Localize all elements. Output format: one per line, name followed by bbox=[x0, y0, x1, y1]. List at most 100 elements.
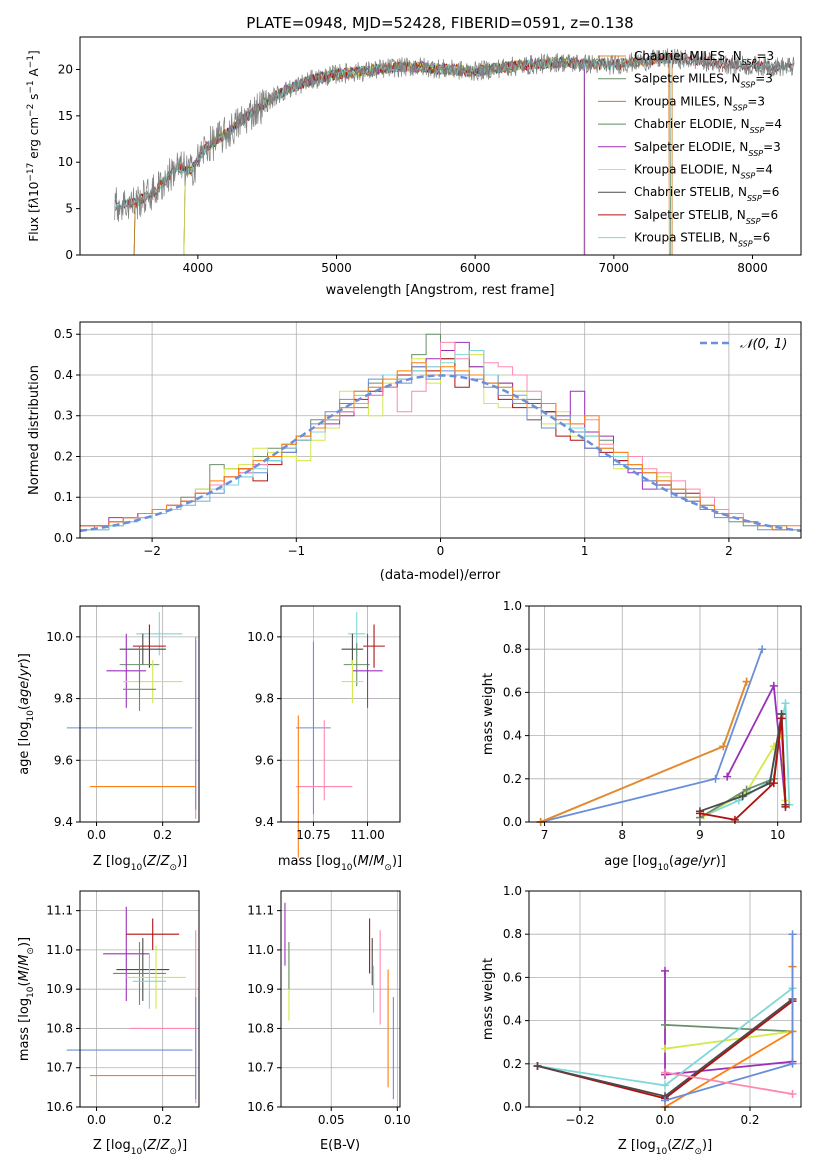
x-tick-label: 9 bbox=[696, 828, 704, 842]
weight-line bbox=[540, 681, 748, 823]
residuals-legend: 𝒩(0, 1) bbox=[700, 337, 787, 352]
y-tick-label: 10.0 bbox=[247, 630, 274, 644]
x-tick-label: 0.0 bbox=[655, 1113, 674, 1127]
y-tick-label: 5 bbox=[65, 202, 73, 216]
x-tick-label: 4000 bbox=[183, 261, 214, 275]
legend-label: Kroupa ELODIE, NSSP=4 bbox=[634, 163, 773, 181]
ageZ-ylabel: age [log10(age/yr)] bbox=[17, 653, 36, 775]
y-tick-label: 15 bbox=[58, 109, 73, 123]
weight-marker bbox=[719, 742, 728, 751]
y-tick-label: 0.3 bbox=[54, 409, 73, 423]
x-tick-label: 0.2 bbox=[153, 1113, 172, 1127]
spectrum-xlabel: wavelength [Angstrom, rest frame] bbox=[326, 283, 555, 298]
weight-marker bbox=[661, 966, 669, 975]
legend-label: Kroupa MILES, NSSP=3 bbox=[634, 94, 765, 112]
weight-marker bbox=[769, 779, 778, 788]
y-tick-label: 11.0 bbox=[46, 943, 73, 957]
x-tick-label: 8000 bbox=[737, 261, 768, 275]
weight-marker bbox=[742, 785, 751, 794]
x-tick-label: 0.0 bbox=[87, 828, 106, 842]
weight-marker bbox=[661, 1020, 669, 1029]
plot-frame bbox=[280, 890, 401, 1108]
y-tick-label: 0 bbox=[65, 248, 73, 262]
plot-frame bbox=[280, 605, 401, 823]
x-tick-label: 5000 bbox=[321, 261, 352, 275]
x-tick-label: 7000 bbox=[599, 261, 630, 275]
y-tick-label: 0.2 bbox=[54, 449, 73, 463]
y-tick-label: 20 bbox=[58, 62, 73, 76]
y-tick-label: 0.8 bbox=[503, 642, 522, 656]
y-tick-label: 0.4 bbox=[503, 1014, 522, 1028]
weight-marker bbox=[533, 1061, 542, 1070]
x-tick-label: 2 bbox=[725, 544, 733, 558]
weight-marker bbox=[711, 774, 720, 783]
massZ-xlabel: Z [log10(Z/Z⊙)] bbox=[93, 1138, 187, 1157]
y-tick-label: 10.7 bbox=[247, 1061, 274, 1075]
x-tick-label: 6000 bbox=[460, 261, 491, 275]
plot-frame bbox=[79, 36, 802, 256]
y-tick-label: 9.6 bbox=[255, 753, 274, 767]
y-tick-label: 0.4 bbox=[503, 729, 522, 743]
x-tick-label: 0.10 bbox=[384, 1113, 411, 1127]
spectrum-legend: Chabrier MILES, NSSP=3 Salpeter MILES, NS… bbox=[598, 49, 782, 248]
histogram-step bbox=[80, 362, 801, 531]
y-tick-label: 0.0 bbox=[54, 531, 73, 545]
wAge-ylabel: mass weight bbox=[481, 673, 496, 755]
wZ-ylabel: mass weight bbox=[481, 958, 496, 1040]
weight-marker bbox=[788, 930, 797, 939]
y-tick-label: 0.8 bbox=[503, 927, 522, 941]
model-spectrum-line bbox=[183, 56, 586, 256]
legend-label: Salpeter MILES, NSSP=3 bbox=[634, 72, 773, 90]
y-tick-label: 9.6 bbox=[54, 753, 73, 767]
weight-marker bbox=[742, 677, 751, 686]
y-tick-label: 0.1 bbox=[54, 490, 73, 504]
y-tick-label: 11.1 bbox=[247, 904, 274, 918]
legend-label: Chabrier MILES, NSSP=3 bbox=[634, 49, 774, 67]
spectrum-panel: 4000 5000 6000 7000 8000 0 5 10 15 20 wavelength … bbox=[26, 36, 802, 298]
weight-marker bbox=[781, 802, 790, 811]
weight-marker bbox=[738, 792, 747, 801]
weight-marker bbox=[758, 645, 767, 654]
ageZ-xlabel: Z [log10(Z/Z⊙)] bbox=[93, 854, 187, 873]
plot-frame bbox=[79, 605, 200, 823]
weight-marker bbox=[788, 1090, 797, 1099]
y-tick-label: 10.7 bbox=[46, 1061, 73, 1075]
weight-marker bbox=[661, 1081, 669, 1090]
x-tick-label: 8 bbox=[618, 828, 626, 842]
weight-line bbox=[664, 1030, 793, 1050]
x-tick-label: 10 bbox=[770, 828, 785, 842]
x-tick-label: 10.75 bbox=[296, 828, 330, 842]
residuals-panel: −2 −1 0 1 2 0.0 0.1 0.2 0.3 0.4 0.5 (data-model)/e… bbox=[27, 321, 802, 583]
weight-marker bbox=[777, 714, 786, 723]
y-tick-label: 10.9 bbox=[46, 982, 73, 996]
plot-frame bbox=[528, 605, 802, 823]
normal-curve bbox=[79, 374, 802, 533]
y-tick-label: 9.8 bbox=[54, 692, 73, 706]
massZ-ylabel: mass [log10(M/M⊙)] bbox=[17, 937, 36, 1061]
weight-marker bbox=[730, 815, 739, 824]
y-tick-label: 11.0 bbox=[247, 943, 274, 957]
y-tick-label: 10.9 bbox=[247, 982, 274, 996]
weight-marker bbox=[661, 1044, 669, 1053]
weight-marker bbox=[661, 1096, 669, 1105]
massE-xlabel: E(B-V) bbox=[320, 1138, 360, 1153]
model-spectrum-line bbox=[133, 52, 672, 256]
legend-label: Chabrier STELIB, NSSP=6 bbox=[634, 185, 779, 203]
legend-label: Salpeter STELIB, NSSP=6 bbox=[634, 208, 778, 226]
x-tick-label: 1 bbox=[581, 544, 589, 558]
y-tick-label: 10.6 bbox=[46, 1100, 73, 1114]
observed-spectrum-line bbox=[114, 48, 795, 222]
y-tick-label: 0.5 bbox=[54, 327, 73, 341]
weight-marker bbox=[788, 1059, 797, 1068]
x-tick-label: 0.0 bbox=[87, 1113, 106, 1127]
model-spectrum-line bbox=[133, 53, 670, 256]
y-tick-label: 10.6 bbox=[247, 1100, 274, 1114]
model-spectrum-line bbox=[133, 52, 673, 256]
wAge-xlabel: age [log10(age/yr)] bbox=[604, 854, 726, 873]
weight-marker bbox=[723, 772, 732, 781]
y-tick-label: 9.4 bbox=[255, 815, 274, 829]
y-tick-label: 0.2 bbox=[503, 1057, 522, 1071]
weight-marker bbox=[781, 699, 790, 708]
y-tick-label: 10.8 bbox=[247, 1021, 274, 1035]
